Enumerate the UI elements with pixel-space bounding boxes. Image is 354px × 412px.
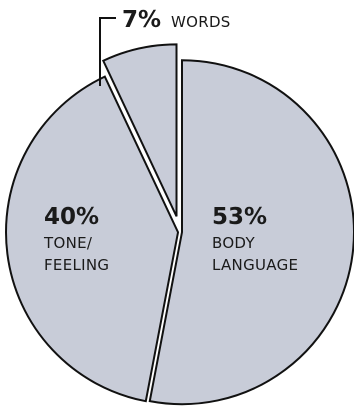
pie-slice-tone-feeling: [5, 75, 180, 403]
slice-category-label-words: WORDS: [171, 13, 231, 31]
pie-slice-body-language: [148, 59, 354, 406]
slice-category-label-body-line1: BODY: [212, 234, 255, 252]
pie-slice-words: [101, 43, 178, 217]
slice-value-label-body: 53%: [212, 204, 267, 230]
callout-leader-line: [99, 17, 116, 86]
slice-category-label-body-line2: LANGUAGE: [212, 256, 298, 274]
slice-category-label-tone-line2: FEELING: [44, 256, 109, 274]
pie-slices: [5, 43, 354, 406]
slice-value-label-tone: 40%: [44, 204, 99, 230]
slice-category-label-tone-line1: TONE/: [43, 234, 93, 252]
slice-value-label-words: 7%: [122, 7, 161, 33]
